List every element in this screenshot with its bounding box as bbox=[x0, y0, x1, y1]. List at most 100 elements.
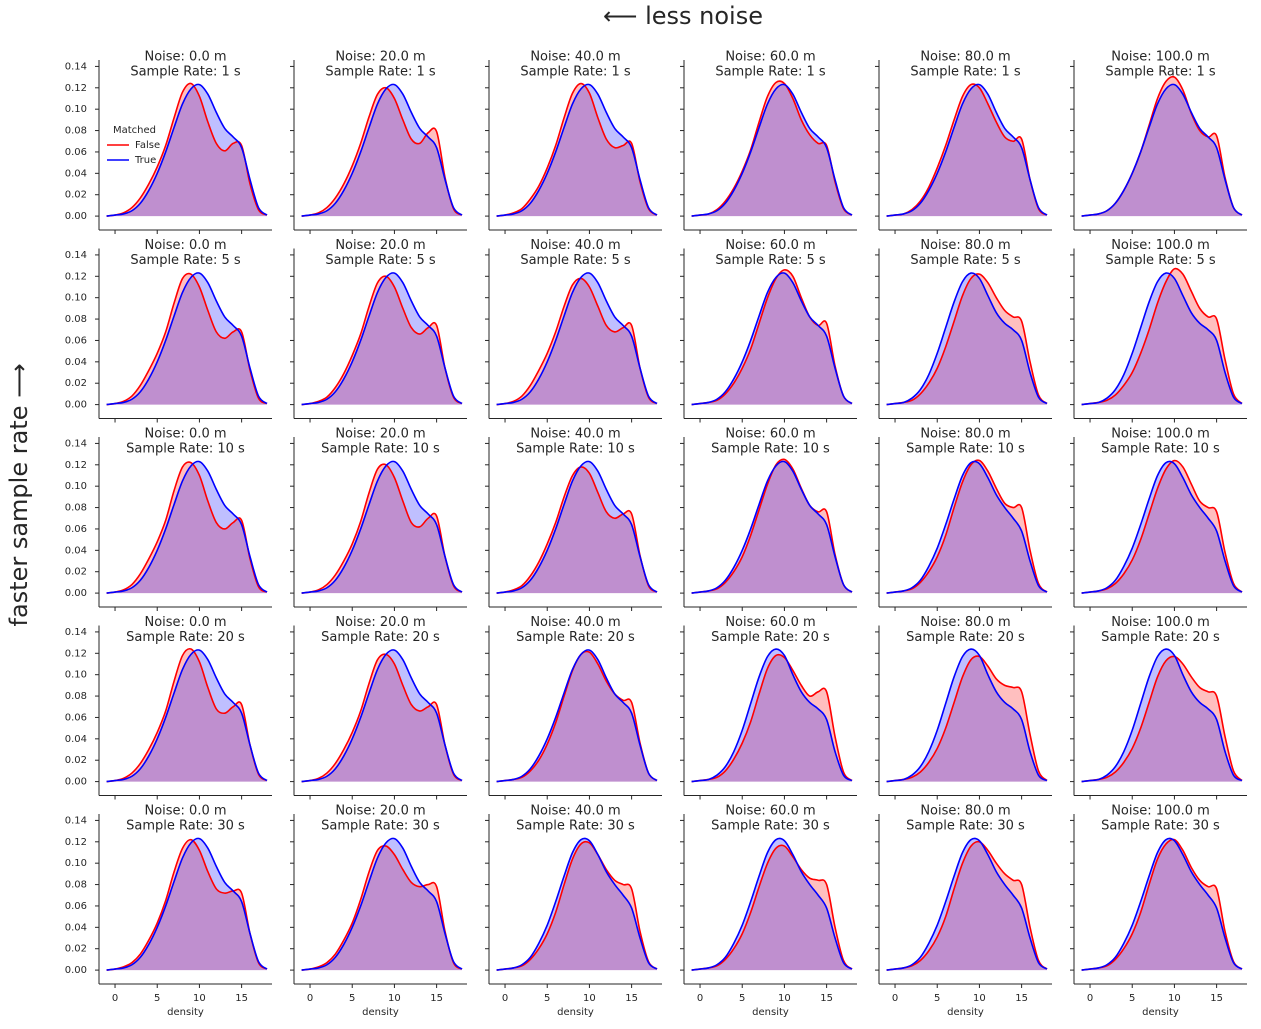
density-area bbox=[496, 272, 657, 405]
panel-title: Noise: 0.0 m bbox=[144, 615, 226, 630]
density-line bbox=[106, 83, 268, 217]
panel-title: Sample Rate: 5 s bbox=[325, 253, 436, 268]
density-area bbox=[106, 84, 267, 217]
panel-title: Noise: 80.0 m bbox=[920, 615, 1010, 630]
panel-title: Sample Rate: 20 s bbox=[126, 630, 245, 645]
x-tick-label: 10 bbox=[388, 993, 401, 1004]
density-area bbox=[886, 841, 1047, 971]
panel-title: Sample Rate: 1 s bbox=[130, 65, 241, 80]
density-area bbox=[106, 273, 267, 405]
density-line bbox=[691, 460, 853, 594]
panel-title: Noise: 20.0 m bbox=[335, 427, 425, 442]
y-tick-label: 0.00 bbox=[65, 965, 87, 976]
density-line bbox=[106, 82, 268, 217]
density-line bbox=[886, 459, 1048, 594]
y-tick-label: 0.12 bbox=[65, 837, 87, 848]
panel-title: Noise: 40.0 m bbox=[530, 804, 620, 819]
panel-title: Noise: 80.0 m bbox=[920, 50, 1010, 65]
panel-title: Sample Rate: 20 s bbox=[711, 630, 830, 645]
panel-title: Noise: 60.0 m bbox=[725, 615, 815, 630]
x-axis-title: density bbox=[167, 1007, 204, 1018]
panel-title: Sample Rate: 10 s bbox=[711, 442, 830, 457]
y-tick-label: 0.04 bbox=[65, 545, 87, 556]
y-tick-label: 0.00 bbox=[65, 400, 87, 411]
y-tick-label: 0.04 bbox=[65, 734, 87, 745]
panel-title: Sample Rate: 5 s bbox=[520, 253, 631, 268]
density-line bbox=[691, 648, 853, 783]
panel-title: Sample Rate: 20 s bbox=[516, 630, 635, 645]
density-area bbox=[496, 649, 657, 782]
density-line bbox=[886, 272, 1048, 406]
density-line bbox=[886, 648, 1048, 783]
density-area bbox=[301, 654, 462, 782]
density-area bbox=[691, 81, 852, 217]
density-area bbox=[301, 87, 462, 217]
y-tick-label: 0.12 bbox=[65, 83, 87, 94]
y-tick-label: 0.02 bbox=[65, 567, 87, 578]
density-area bbox=[1081, 838, 1242, 971]
density-area bbox=[301, 461, 462, 594]
y-tick-label: 0.10 bbox=[65, 858, 87, 869]
density-area bbox=[691, 269, 852, 405]
density-line bbox=[886, 460, 1048, 594]
density-area bbox=[106, 839, 267, 971]
density-area bbox=[106, 648, 267, 782]
density-area bbox=[1081, 76, 1242, 217]
density-area bbox=[496, 838, 657, 971]
x-tick-label: 5 bbox=[349, 993, 355, 1004]
panel-title: Sample Rate: 30 s bbox=[126, 819, 245, 834]
density-area bbox=[1081, 839, 1242, 971]
density-line bbox=[106, 837, 268, 971]
panel-title: Noise: 60.0 m bbox=[725, 427, 815, 442]
density-area bbox=[886, 649, 1047, 782]
y-tick-label: 0.12 bbox=[65, 271, 87, 282]
y-tick-label: 0.12 bbox=[65, 648, 87, 659]
density-area bbox=[886, 460, 1047, 594]
density-line bbox=[106, 461, 268, 594]
y-tick-label: 0.12 bbox=[65, 460, 87, 471]
density-area bbox=[886, 84, 1047, 217]
panel-title: Sample Rate: 30 s bbox=[321, 819, 440, 834]
y-tick-label: 0.00 bbox=[65, 777, 87, 788]
x-tick-label: 15 bbox=[1015, 993, 1028, 1004]
panel-title: Sample Rate: 1 s bbox=[715, 65, 826, 80]
density-line bbox=[691, 844, 853, 971]
panel-title: Noise: 100.0 m bbox=[1111, 50, 1210, 65]
density-area bbox=[106, 838, 267, 971]
density-line bbox=[1081, 837, 1243, 971]
panel-title: Sample Rate: 30 s bbox=[516, 819, 635, 834]
density-line bbox=[886, 837, 1048, 971]
density-area bbox=[301, 845, 462, 971]
panel-title: Noise: 40.0 m bbox=[530, 427, 620, 442]
y-tick-label: 0.02 bbox=[65, 378, 87, 389]
panel-title: Noise: 0.0 m bbox=[144, 50, 226, 65]
density-line bbox=[1081, 83, 1243, 217]
x-axis-title: density bbox=[947, 1007, 984, 1018]
panel-title: Noise: 40.0 m bbox=[530, 615, 620, 630]
x-tick-label: 0 bbox=[892, 993, 898, 1004]
density-line bbox=[106, 272, 268, 406]
x-axis-title: density bbox=[557, 1007, 594, 1018]
density-area bbox=[691, 459, 852, 594]
density-line bbox=[1081, 460, 1243, 594]
y-tick-label: 0.08 bbox=[65, 691, 87, 702]
x-axis-title: density bbox=[752, 1007, 789, 1018]
density-area bbox=[1081, 268, 1242, 405]
y-tick-label: 0.14 bbox=[65, 627, 87, 638]
x-tick-label: 10 bbox=[778, 993, 791, 1004]
density-area bbox=[301, 649, 462, 782]
x-tick-label: 0 bbox=[697, 993, 703, 1004]
panel-title: Noise: 0.0 m bbox=[144, 804, 226, 819]
y-tick-label: 0.14 bbox=[65, 61, 87, 72]
y-tick-label: 0.10 bbox=[65, 481, 87, 492]
